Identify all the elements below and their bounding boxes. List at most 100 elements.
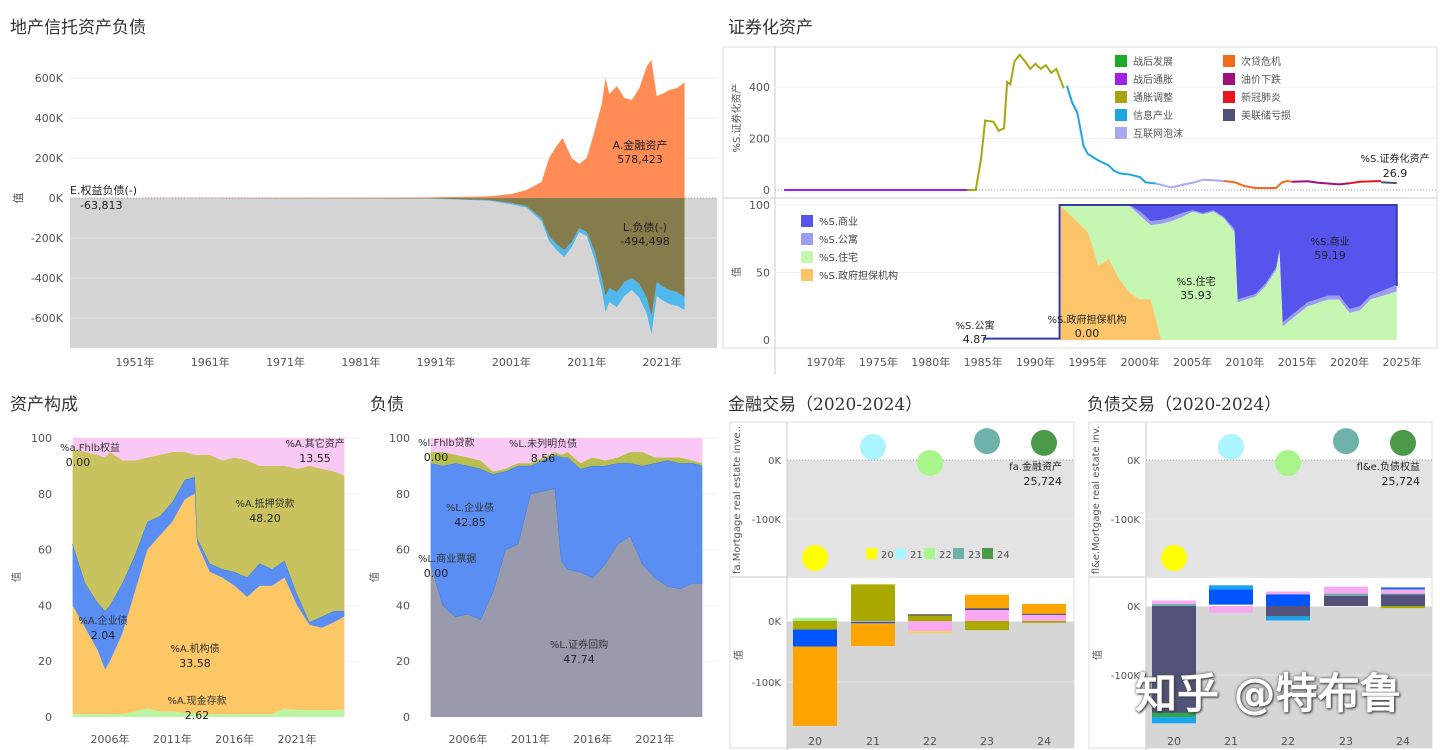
legend-swatch [1115,55,1127,67]
legend-swatch [801,233,813,245]
y-tick-label: 100 [389,432,410,445]
area-%A.抵押贷款 [72,449,345,623]
title-securitized-assets: 证券化资产 [728,18,813,38]
legend-label: 通胀调整 [1133,91,1173,104]
end-label-value: 26.9 [1383,167,1408,180]
x-tick-label: 2021年 [636,732,675,746]
y-tick-label: 200K [35,152,64,165]
x-tick-label: 2001年 [492,355,531,369]
legend-label: 20 [881,550,894,561]
bar-segment [908,615,952,621]
y-axis-label: 值 [12,193,25,204]
bar-segment [908,614,952,616]
x-tick-label: 1951年 [116,355,155,369]
legend-swatch [1115,91,1127,103]
area-label-value: 47.74 [563,653,595,666]
area-label-name: %A.抵押贷款 [235,497,294,510]
area-label-value: 13.55 [299,452,331,465]
label-financial-assets: A.金融资产 [613,138,668,152]
area-%A.现金存款 [72,708,345,717]
bar-segment [1022,613,1066,615]
legend-swatch [801,251,813,263]
x-tick-label: 1990年 [1016,355,1055,369]
total-circle [802,544,828,571]
legend-swatch [924,548,935,559]
bar-segment [1324,593,1368,596]
y-axis-label: 值 [368,572,381,582]
y-tick-label: 0K [49,192,64,205]
total-label-value: 25,724 [1024,475,1063,488]
legend-swatch [1223,109,1235,121]
line-segment-信息产业 [1065,85,1157,185]
y-tick-label: -100K [1111,515,1141,526]
bar-segment [1152,712,1196,718]
x-tick-label: 2020年 [1330,355,1369,369]
bar-segment [1152,717,1196,724]
top-pane-negative [1146,460,1432,576]
legend-label: 23 [968,550,981,561]
y-axis-label: %S.证券化资产 [730,83,743,152]
y-tick-label: 100 [31,432,52,445]
y-tick-label: 20 [396,655,410,668]
y-tick-label: 400 [749,81,770,94]
y-tick-label: 0 [403,711,410,724]
y-tick-label: 60 [38,544,52,557]
legend-label: 战后通胀 [1133,74,1173,86]
y-tick-label: -100K [752,515,782,526]
legend-label: 新冠肺炎 [1241,91,1281,104]
line-apartment-outline [983,204,1398,340]
y-axis-label: 值 [1091,650,1104,660]
bar-segment [1152,603,1196,606]
y-tick-label: 20 [38,655,52,668]
area-label-name: %L.证券回购 [550,638,608,651]
y-tick-label: -200K [31,232,64,245]
area-label-value: 2.62 [185,709,210,722]
legend-label: 互联网泡沫 [1133,127,1183,140]
line-segment-油价下跌 [1292,180,1350,186]
legend-label: 油价下跌 [1241,73,1281,86]
y-tick-label: 0K [768,456,781,467]
legend-label: %S.公寓 [819,233,858,246]
legend-swatch [1115,73,1127,85]
area-label-name: %A.机构债 [170,642,219,655]
area-%L.证券回购 [430,488,703,717]
legend-swatch [895,548,906,559]
bar-segment [1209,589,1253,605]
y-tick-label: 0 [45,711,52,724]
x-tick-label: 2011年 [153,732,192,746]
line-segment-通胀调整 [967,53,1065,191]
area-%l.Fhlb贷款 [430,451,703,475]
line-segment-互联网泡沫 [1155,178,1225,189]
area-label-value: 48.20 [249,512,281,525]
area-label-value: 0.00 [424,451,449,464]
area-%L.企业债 [430,454,703,620]
x-tick-label: 2011年 [511,732,550,746]
total-label-name: fl&e.负债权益 [1357,460,1420,473]
total-circle [1390,429,1416,456]
area-label-value: 2.04 [91,629,116,642]
x-tick-label: 21 [866,735,880,748]
x-tick-label: 22 [923,735,937,748]
area-gov-agency [1059,205,1397,340]
y-tick-label: 600K [35,72,64,85]
end-label-name: %S.证券化资产 [1360,152,1429,165]
legend-swatch [1223,91,1235,103]
area-label-value: 0.00 [66,456,91,469]
value-liabilities: -494,498 [620,235,669,248]
y-tick-label: -400K [31,272,64,285]
total-circle [1333,428,1359,455]
bar-segment [1381,587,1425,590]
total-circle [860,434,886,461]
area-commercial [1059,205,1397,323]
legend-swatch [801,215,813,227]
x-tick-label: 22 [1281,735,1295,748]
x-tick-label: 2006年 [449,732,488,746]
area-residential [1059,205,1397,340]
y-tick-label: -100K [1111,671,1141,682]
area-label-name: %S.政府担保机构 [1047,313,1126,326]
area-label-value: 0.00 [424,567,449,580]
total-circle [1218,434,1244,461]
y-axis-label: 值 [730,267,743,277]
y-axis-label: fl&e.Mortgage real estate inv. [1091,426,1102,575]
x-tick-label: 2000年 [1121,355,1160,369]
